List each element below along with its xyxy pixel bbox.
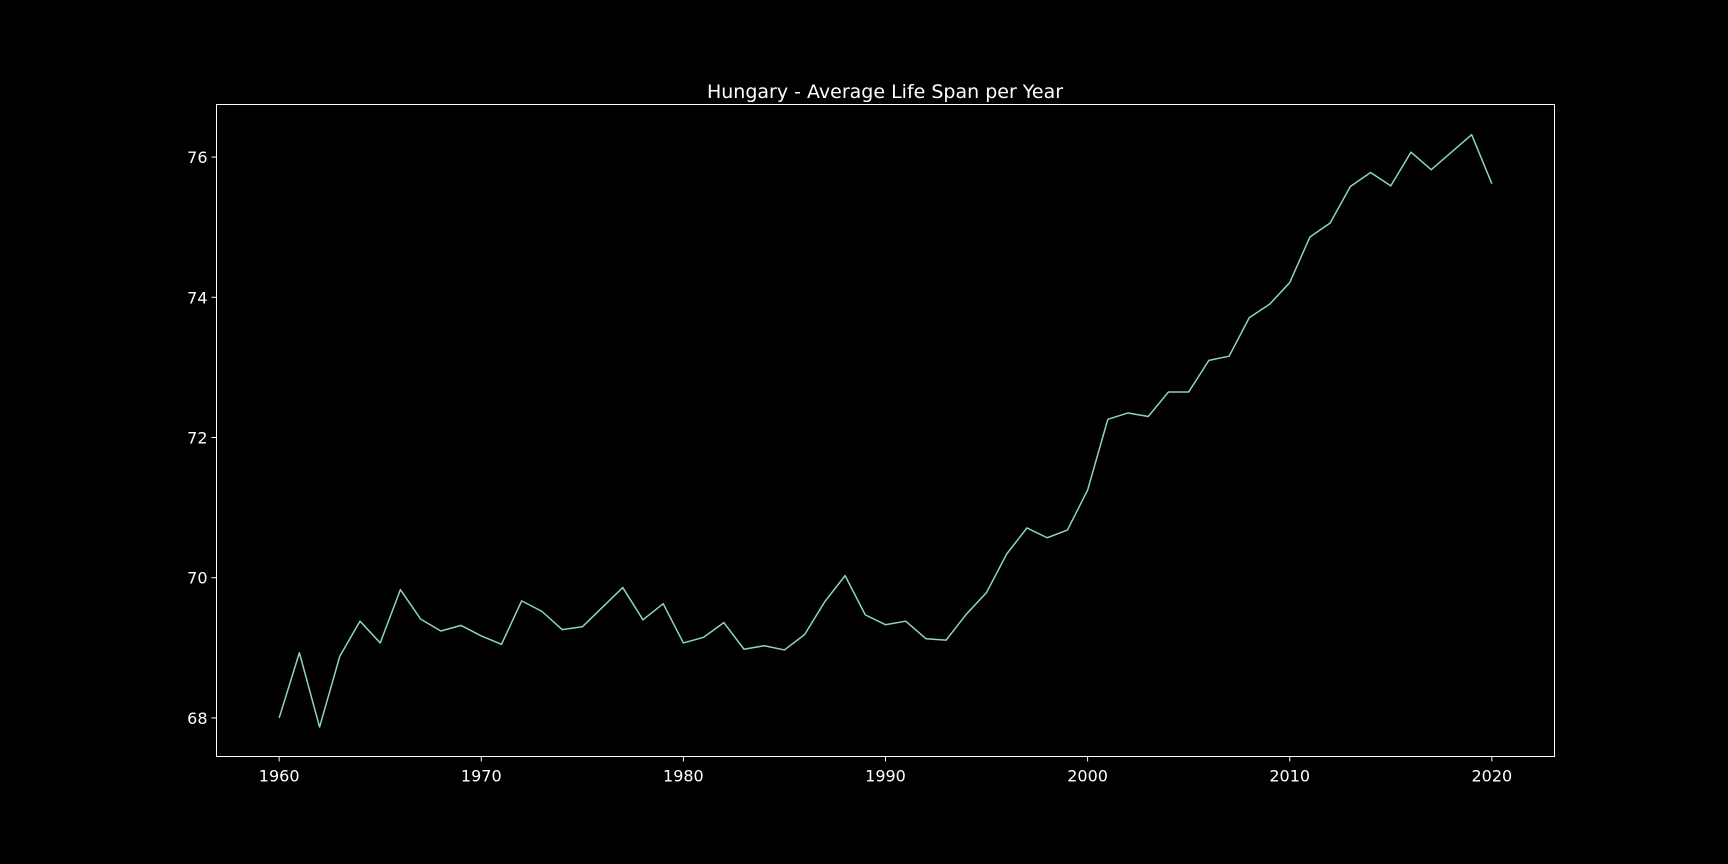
series-line xyxy=(278,133,1493,728)
y-tick-label: 76 xyxy=(187,148,207,167)
x-tick-label: 1960 xyxy=(259,767,300,786)
x-tick-label: 1980 xyxy=(663,767,704,786)
x-tick-label: 1970 xyxy=(461,767,502,786)
y-axis: 68 70 72 74 76 xyxy=(187,148,217,728)
y-tick-label: 70 xyxy=(187,569,207,588)
x-axis: 1960 1970 1980 1990 2000 2010 2020 xyxy=(259,756,1512,786)
y-tick-label: 74 xyxy=(187,288,207,307)
y-tick-label: 68 xyxy=(187,709,207,728)
x-tick-label: 1990 xyxy=(865,767,906,786)
series-layer xyxy=(278,133,1493,728)
chart-title: Hungary - Average Life Span per Year xyxy=(707,81,1063,103)
x-tick-label: 2010 xyxy=(1269,767,1310,786)
y-tick-label: 72 xyxy=(187,429,207,448)
plot-frame xyxy=(216,104,1555,757)
x-tick-label: 2020 xyxy=(1471,767,1512,786)
x-tick-label: 2000 xyxy=(1067,767,1108,786)
